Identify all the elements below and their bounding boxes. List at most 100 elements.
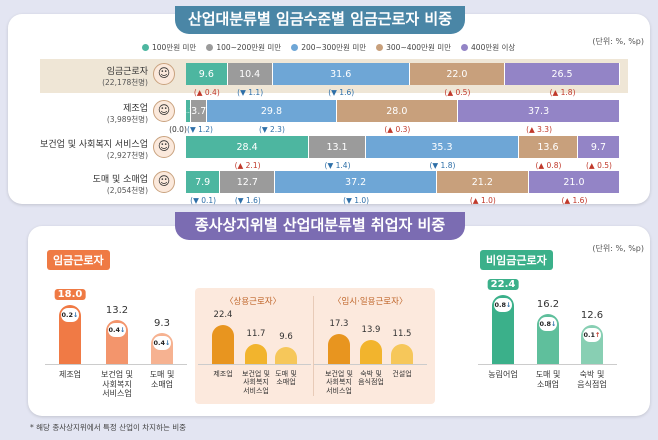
- nonwage-worker-tag: 비임금근로자: [480, 250, 553, 270]
- legend-swatch: [461, 44, 469, 51]
- delta-value: 1.1: [248, 88, 261, 97]
- bar-value: 11.5: [392, 328, 412, 339]
- bar-category: 숙박 및 음식점업: [358, 370, 384, 387]
- legend-item: 100만원 미만: [142, 42, 196, 53]
- delta-value: 3.3: [537, 125, 550, 134]
- delta-label: (▲ 1.8): [549, 88, 576, 97]
- bar-segment: 37.3: [458, 100, 620, 122]
- nurse-avatar-icon: ☺: [153, 136, 175, 158]
- temp-title: 〈임시·일용근로자〉: [333, 297, 408, 307]
- delta-badge: 0.2↓: [61, 307, 79, 322]
- delta-label: (▲ 0.3): [384, 125, 411, 134]
- bar-segment: 37.2: [275, 171, 437, 193]
- bar: 0.4↓: [106, 320, 128, 364]
- bar-segment: 21.2: [436, 171, 529, 193]
- delta-label: (▼ 1.4): [324, 161, 351, 170]
- bar-category: 도매 및 소매업: [275, 370, 297, 387]
- delta-value: 0.5: [455, 88, 468, 97]
- bar-category: 보건업 및 사회복지 서비스업: [325, 370, 353, 395]
- bar-category: 도매 및 소매업: [149, 370, 175, 389]
- baseline: [198, 364, 311, 365]
- bar-segment: 9.6: [186, 63, 228, 85]
- legend-item: 200~300만원 미만: [291, 42, 366, 53]
- bar-category: 제조업: [213, 370, 233, 378]
- legend-item: 100~200만원 미만: [206, 42, 281, 53]
- bar: 0.2↓: [59, 304, 81, 364]
- delta-label: (▲ 1.0): [469, 196, 496, 205]
- bar: [212, 324, 234, 364]
- delta-label: (0.0): [169, 125, 187, 134]
- bar-category: 보건업 및 사회복지 서비스업: [101, 370, 133, 399]
- legend-swatch: [142, 44, 149, 51]
- delta-value: 0.3: [395, 125, 408, 134]
- bar-segment: 35.3: [365, 136, 519, 158]
- delta-value: 0.0: [172, 125, 184, 134]
- unit-label-2: (단위: %, %p): [592, 244, 644, 253]
- delta-value: 1.6: [245, 196, 258, 205]
- legend-item: 300~400만원 미만: [376, 42, 451, 53]
- legend-swatch: [376, 44, 384, 51]
- delta-badge: 0.8↓: [539, 317, 557, 332]
- delta-value: 1.0: [354, 196, 367, 205]
- row-count: (22,178천명): [102, 78, 148, 87]
- wage-worker-tag: 임금근로자: [47, 250, 110, 270]
- regular-title: 〈상용근로자〉: [225, 297, 282, 307]
- bar-segment: 1.2: [183, 100, 194, 122]
- baseline: [314, 364, 427, 365]
- row-label: 보건업 및 사회복지 서비스업 (2,927천명): [0, 136, 148, 160]
- bar-category: 건설업: [392, 370, 412, 378]
- wage-level-title: 산업대분류별 임금수준별 임금근로자 비중: [175, 6, 465, 34]
- delta-label: (▲ 0.5): [444, 88, 471, 97]
- delta-badge: 0.8↓: [494, 298, 512, 312]
- bar-value: 16.2: [536, 299, 560, 311]
- delta-value: 0.4: [204, 88, 217, 97]
- delta-label: (▲ 1.6): [561, 196, 588, 205]
- bar-value: 12.6: [580, 310, 604, 322]
- bar-segment: 28.4: [186, 136, 310, 158]
- legend-swatch: [291, 44, 299, 51]
- delta-value: 1.8: [560, 88, 573, 97]
- legend-label: 200~300만원 미만: [301, 43, 367, 52]
- bar-segment: 3.7: [191, 100, 208, 122]
- bar: 0.1↑: [581, 325, 603, 364]
- hardhat-worker-icon: ☺: [153, 100, 175, 122]
- bar-value: 13.2: [105, 305, 129, 317]
- legend: 100만원 미만 100~200만원 미만 200~300만원 미만 300~400만…: [142, 42, 515, 53]
- panel-divider: [313, 296, 314, 396]
- bar: 0.8↓: [492, 295, 514, 364]
- delta-label: (▲ 0.4): [193, 88, 220, 97]
- bar-category: 보건업 및 사회복지 서비스업: [242, 370, 270, 395]
- footnote: * 해당 종사상지위에서 특정 산업이 차지하는 비중: [30, 423, 187, 432]
- bar-value: 22.4: [213, 309, 233, 320]
- delta-badge: 0.1↑: [583, 328, 601, 343]
- bar: 0.4↓: [151, 333, 173, 364]
- bar-value-highlight: 22.4: [487, 279, 519, 290]
- bar-segment: 10.4: [227, 63, 273, 85]
- row-name: 제조업: [123, 104, 148, 114]
- delta-value: 0.8: [546, 161, 559, 170]
- delta-value: 0.5: [597, 161, 610, 170]
- row-label: 제조업 (3,989천명): [0, 100, 148, 124]
- bar-value-highlight: 18.0: [54, 288, 86, 300]
- bar-category: 도매 및 소매업: [535, 370, 561, 389]
- delta-label: (▼ 0.1): [190, 196, 217, 205]
- row-name: 임금근로자: [106, 67, 148, 77]
- row-name: 도매 및 소매업: [92, 175, 148, 185]
- delta-value: 2.1: [245, 161, 258, 170]
- bar: [245, 343, 267, 364]
- delta-value: 1.2: [198, 125, 211, 134]
- bar-segment: 12.7: [220, 171, 276, 193]
- delta-value: 0.1: [201, 196, 214, 205]
- bar-segment: 22.0: [409, 63, 506, 85]
- delta-badge: 0.4↓: [108, 323, 126, 338]
- bar-category: 농림어업: [488, 370, 518, 379]
- stacked-bar: 9.6 10.4 31.6 22.0 26.5: [186, 63, 620, 85]
- delta-label: (▼ 1.6): [234, 196, 261, 205]
- delta-label: (▲ 3.3): [526, 125, 553, 134]
- delta-label: (▼ 1.2): [187, 125, 213, 134]
- legend-label: 400만원 이상: [471, 43, 516, 52]
- bar: [328, 333, 350, 364]
- bar-segment: 29.8: [207, 100, 337, 122]
- bar: 0.8↓: [537, 314, 559, 364]
- unit-label: (단위: %, %p): [592, 37, 644, 46]
